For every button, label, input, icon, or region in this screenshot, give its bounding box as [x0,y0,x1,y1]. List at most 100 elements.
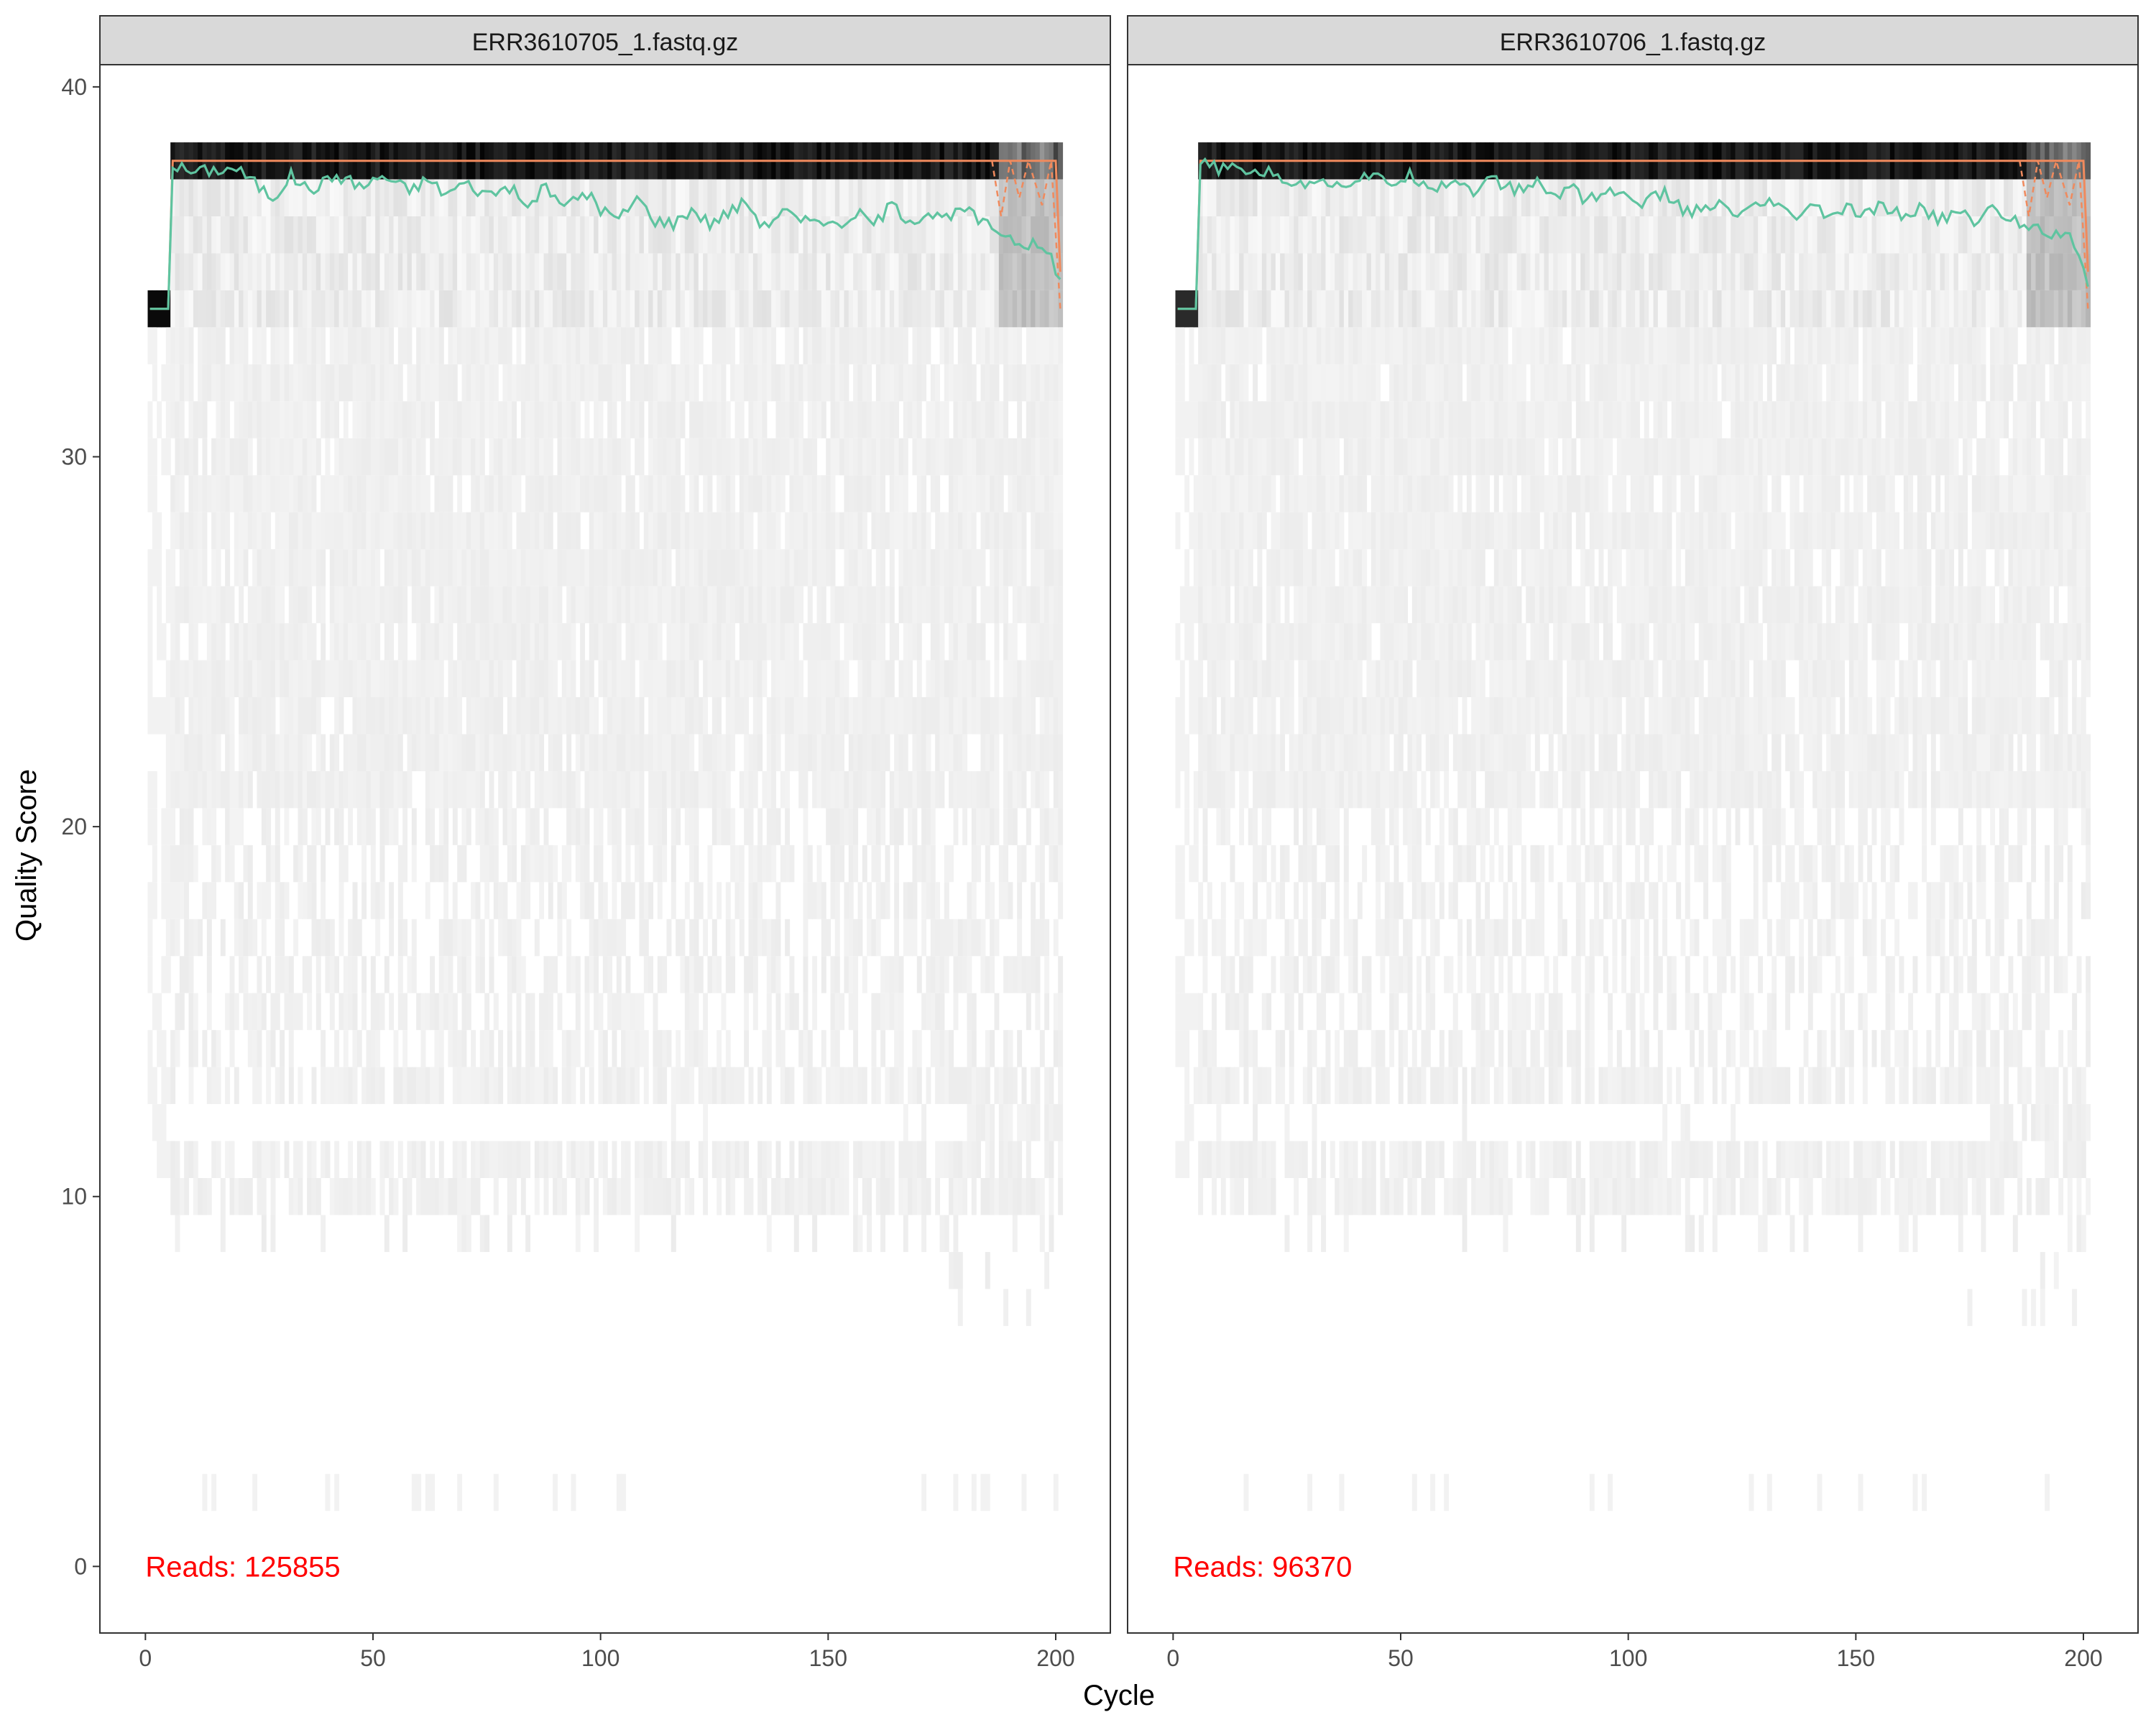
heatmap-tile [994,475,1000,512]
heatmap-tile [1239,401,1245,438]
heatmap-tile [179,401,185,438]
heatmap-tile [662,253,668,290]
heatmap-tile [953,290,959,328]
heatmap-tile [402,512,408,550]
heatmap-tile [807,327,813,364]
heatmap-tile [1012,179,1018,216]
heatmap-tile [630,993,635,1031]
heatmap-tile [257,290,262,328]
heatmap-tile [1012,808,1018,845]
heatmap-tile [298,475,303,512]
heatmap-tile [539,512,545,550]
heatmap-tile [461,1141,467,1179]
heatmap-tile [662,401,668,438]
heatmap-tile [580,882,586,919]
heatmap-tile [789,475,795,512]
heatmap-tile [666,475,672,512]
heatmap-tile [844,770,849,809]
heatmap-tile [903,549,908,586]
heatmap-tile [1031,623,1036,661]
heatmap-tile [329,364,335,402]
heatmap-tile [616,770,622,809]
heatmap-tile [234,660,239,698]
heatmap-tile [635,623,640,661]
heatmap-tile [648,401,654,438]
heatmap-tile [812,549,818,586]
heatmap-tile [962,327,968,364]
heatmap-tile [1058,808,1064,845]
heatmap-tile [220,179,226,216]
heatmap-tile [261,734,267,771]
heatmap-tile [589,1030,594,1067]
heatmap-tile [635,1178,640,1215]
heatmap-tile [1049,734,1054,771]
heatmap-tile [239,290,244,328]
heatmap-tile [689,660,695,698]
heatmap-tile [939,1030,945,1067]
heatmap-tile [1216,623,1222,661]
heatmap-tile [416,253,422,290]
heatmap-tile [266,697,272,735]
heatmap-tile [703,401,709,438]
heatmap-tile [411,216,417,254]
heatmap-tile [393,438,399,476]
heatmap-tile [438,179,444,216]
heatmap-tile [479,734,485,771]
heatmap-tile [953,660,959,698]
heatmap-tile [425,401,430,438]
heatmap-tile [475,1178,481,1215]
heatmap-tile [898,956,904,993]
heatmap-tile [676,770,681,809]
heatmap-tile [198,919,203,957]
heatmap-tile [1212,586,1217,624]
heatmap-tile [275,1141,280,1179]
heatmap-tile [315,512,321,550]
heatmap-tile [994,401,1000,438]
heatmap-tile [411,919,417,957]
heatmap-tile [926,882,931,919]
heatmap-tile [857,770,863,809]
heatmap-tile [980,438,986,476]
heatmap-tile [220,512,226,550]
heatmap-tile [553,660,558,698]
heatmap-tile [711,253,717,290]
heatmap-tile [935,623,941,661]
heatmap-tile [379,808,385,845]
heatmap-tile [689,364,695,402]
heatmap-tile [261,401,267,438]
heatmap-tile [921,364,927,402]
heatmap-tile [198,586,203,624]
heatmap-tile [530,179,535,216]
heatmap-tile [1207,253,1212,290]
heatmap-tile [711,290,717,328]
heatmap-tile [461,253,467,290]
heatmap-tile [1202,697,1208,735]
heatmap-tile [748,549,754,586]
heatmap-tile [1026,1104,1031,1141]
heatmap-tile [1207,623,1212,661]
heatmap-tile [557,623,563,661]
heatmap-tile [612,586,617,624]
heatmap-tile [971,1178,977,1215]
heatmap-tile [752,623,758,661]
heatmap-tile [844,808,849,845]
heatmap-tile [1225,290,1231,328]
heatmap-tile [489,253,494,290]
heatmap-tile [1003,697,1009,735]
heatmap-tile [953,216,959,254]
heatmap-tile [980,475,986,512]
heatmap-tile [543,401,549,438]
heatmap-tile [589,179,594,216]
heatmap-tile [949,327,954,364]
heatmap-tile [1017,1030,1023,1067]
heatmap-tile [1175,438,1181,476]
heatmap-tile [798,401,804,438]
heatmap-tile [898,438,904,476]
heatmap-tile [466,770,471,809]
heatmap-tile [307,401,313,438]
heatmap-tile [307,770,313,809]
heatmap-tile [643,1178,649,1215]
heatmap-tile [748,327,754,364]
heatmap-tile [534,734,540,771]
heatmap-tile [229,1178,235,1215]
